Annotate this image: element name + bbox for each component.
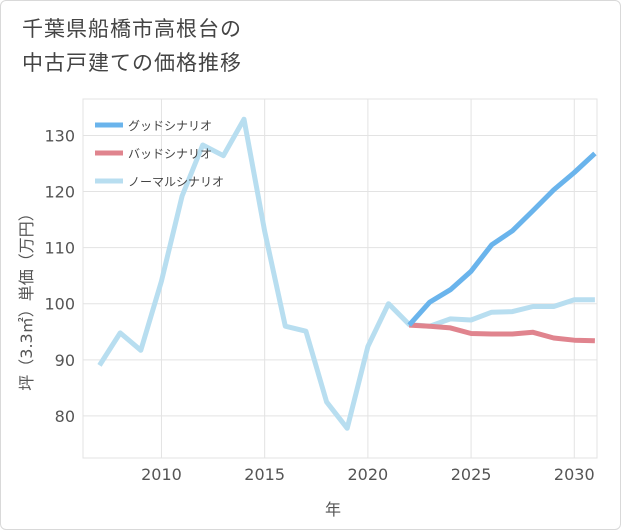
grid-lines — [82, 98, 598, 459]
series-line-0 — [407, 151, 597, 327]
y-tick-label: 110 — [44, 239, 75, 258]
y-axis-label: 坪（3.3㎡）単価（万円） — [17, 205, 36, 390]
y-tick-label: 130 — [44, 126, 75, 145]
legend-label-1: バッドシナリオ — [128, 147, 212, 161]
chart-title: 千葉県船橋市高根台の 中古戸建ての価格推移 — [22, 12, 242, 80]
series-lines — [97, 116, 597, 431]
x-tick-label: 2030 — [554, 465, 595, 484]
chart-title-line-2: 中古戸建ての価格推移 — [22, 51, 242, 75]
plot-border — [82, 98, 598, 459]
legend-label-2: ノーマルシナリオ — [128, 175, 224, 189]
series-line-2 — [97, 116, 595, 431]
x-tick-label: 2010 — [141, 465, 182, 484]
x-tick-label: 2025 — [451, 465, 492, 484]
y-tick-label: 120 — [44, 183, 75, 202]
x-axis-label: 年 — [325, 500, 341, 519]
y-tick-label: 100 — [44, 295, 75, 314]
y-tick-label: 80 — [55, 407, 75, 426]
legend-label-0: グッドシナリオ — [128, 119, 212, 133]
y-tick-label: 90 — [55, 351, 75, 370]
tick-labels: 2010 2015 2020 2025 2030 80 90 100 110 120 130 — [44, 126, 594, 484]
x-tick-label: 2020 — [348, 465, 389, 484]
x-tick-label: 2015 — [244, 465, 285, 484]
chart-title-line-1: 千葉県船橋市高根台の — [22, 17, 242, 41]
series-line-1 — [409, 322, 595, 344]
